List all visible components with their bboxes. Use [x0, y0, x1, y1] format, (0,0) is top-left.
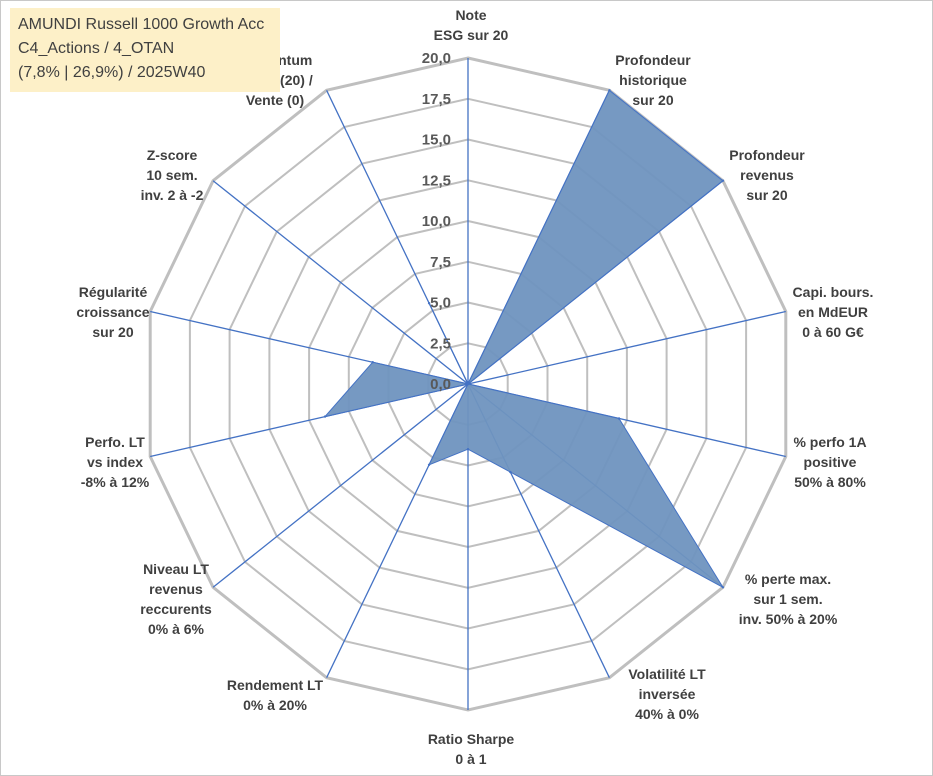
axis-label-6: 40% à 0% — [635, 706, 699, 722]
series-point-12 — [466, 382, 470, 386]
axis-label-1: historique — [619, 72, 687, 88]
tick-label: 5,0 — [430, 295, 451, 312]
axis-label-5: inv. 50% à 20% — [739, 611, 838, 627]
tick-label: 2,5 — [430, 335, 451, 352]
axis-label-12: Z-score — [147, 147, 198, 163]
fund-stats: (7,8% | 26,9%) / 2025W40 — [18, 64, 206, 81]
radar-spoke-3 — [467, 310, 786, 385]
radar-axis-labels: Note ESG sur 20 Profondeur historique sur 20… — [76, 7, 873, 767]
axis-label-9: revenus — [149, 581, 203, 597]
axis-label-12: inv. 2 à -2 — [141, 187, 204, 203]
series-point-2 — [721, 179, 725, 182]
axis-label-3: en MdEUR — [798, 304, 868, 320]
axis-label-1: sur 20 — [632, 92, 673, 108]
axis-label-8: 0% à 20% — [243, 697, 307, 713]
axis-label-4: positive — [804, 454, 857, 470]
axis-label-2: Profondeur — [729, 147, 805, 163]
axis-label-0: Note — [455, 7, 486, 23]
axis-label-9: 0% à 6% — [148, 621, 205, 637]
axis-label-10: Perfo. LT — [85, 434, 145, 450]
axis-label-11: croissance — [76, 304, 149, 320]
axis-label-10: -8% à 12% — [81, 474, 150, 490]
axis-label-3: 0 à 60 G€ — [802, 324, 864, 340]
axis-label-6: inversée — [639, 686, 696, 702]
radar-spoke-12 — [212, 180, 469, 385]
axis-label-7: Ratio Sharpe — [428, 731, 515, 747]
axis-label-2: sur 20 — [746, 187, 787, 203]
radar-series — [323, 89, 725, 589]
axis-label-4: 50% à 80% — [794, 474, 866, 490]
series-point-11 — [371, 361, 374, 364]
series-point-5 — [721, 586, 725, 589]
axis-label-11: Régularité — [79, 284, 148, 300]
tick-label: 12,5 — [422, 172, 451, 189]
tick-label: 10,0 — [422, 213, 451, 230]
series-point-10 — [323, 415, 327, 418]
series-point-13 — [427, 302, 431, 305]
series-point-4 — [617, 417, 621, 420]
axis-label-4: % perfo 1A — [793, 434, 866, 450]
fund-category: C4_Actions / 4_OTAN — [18, 40, 175, 57]
tick-label: 15,0 — [422, 132, 451, 149]
tick-label: 17,5 — [422, 91, 451, 108]
series-point-7 — [466, 448, 470, 451]
axis-label-9: reccurents — [140, 601, 212, 617]
axis-label-5: % perte max. — [745, 571, 831, 587]
radar-tick-labels: 0,0 2,5 5,0 7,5 10,0 12,5 15,0 17,5 20,0 — [422, 50, 451, 393]
fund-name: AMUNDI Russell 1000 Growth Acc — [18, 16, 265, 33]
radar-spoke-9 — [212, 383, 469, 588]
tick-label: 0,0 — [430, 376, 451, 393]
axis-label-11: sur 20 — [92, 324, 133, 340]
axis-label-8: Rendement LT — [227, 677, 324, 693]
axis-label-13: Vente (0) — [246, 92, 304, 108]
fund-title-box: AMUNDI Russell 1000 Growth Acc C4_Action… — [10, 8, 280, 92]
axis-label-2: revenus — [740, 167, 794, 183]
series-point-6 — [509, 470, 512, 474]
tick-label: 20,0 — [422, 50, 451, 67]
axis-label-1: Profondeur — [615, 52, 691, 68]
axis-label-0: ESG sur 20 — [434, 27, 509, 43]
series-point-1 — [608, 89, 611, 92]
axis-label-5: sur 1 sem. — [753, 591, 822, 607]
axis-label-12: 10 sem. — [146, 167, 197, 183]
tick-label: 7,5 — [430, 254, 451, 271]
axis-label-6: Volatilité LT — [628, 666, 706, 682]
series-point-8 — [427, 463, 431, 466]
axis-label-7: 0 à 1 — [455, 751, 486, 767]
axis-label-10: vs index — [87, 454, 143, 470]
axis-label-9: Niveau LT — [143, 561, 209, 577]
axis-label-3: Capi. bours. — [793, 284, 874, 300]
